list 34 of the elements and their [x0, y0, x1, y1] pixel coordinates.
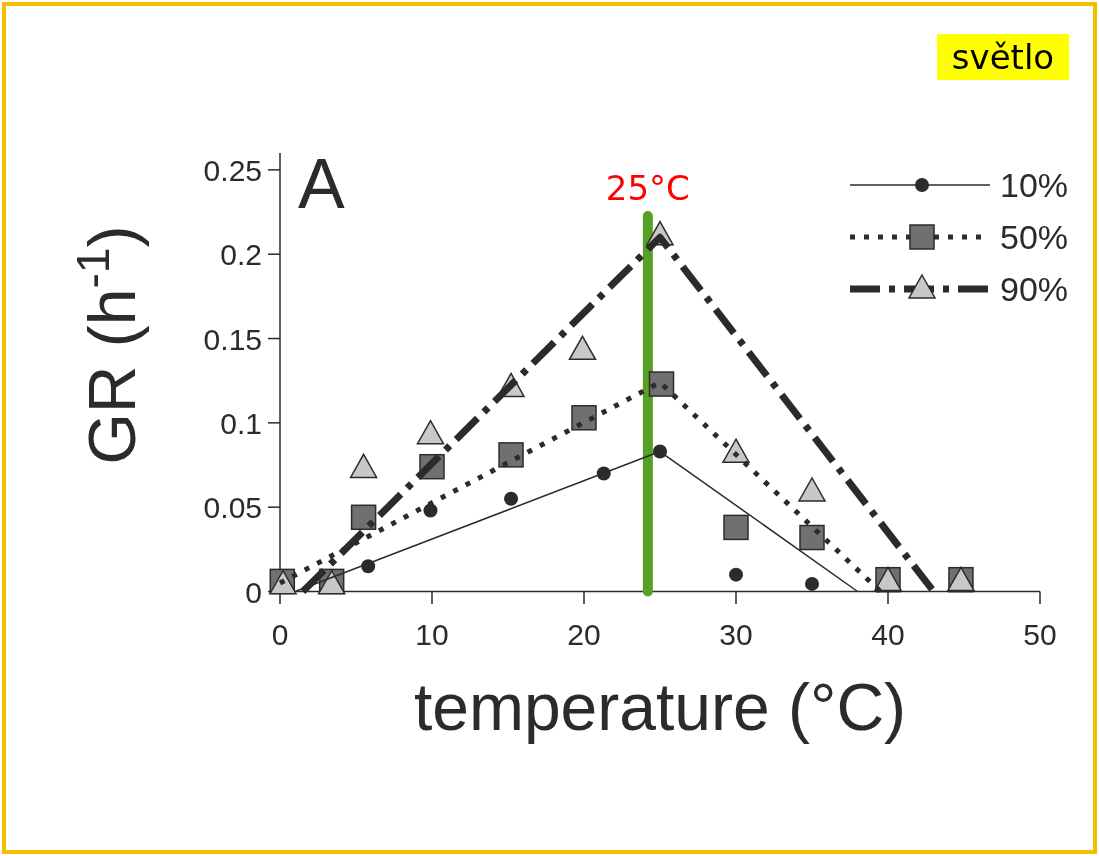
- point: [722, 438, 750, 463]
- x-tick-label: 40: [871, 618, 905, 651]
- legend-label: 10%: [1000, 166, 1069, 204]
- y-tick-label: 0.2: [220, 238, 262, 272]
- text: světlo: [951, 37, 1055, 77]
- point: [798, 477, 826, 502]
- point: [568, 335, 597, 361]
- x-tick-label: 30: [719, 618, 753, 651]
- point: [349, 453, 378, 479]
- annotation: A: [298, 145, 345, 223]
- point: [416, 419, 445, 445]
- ref-line-label: 25°C: [605, 168, 690, 208]
- point: [799, 524, 825, 551]
- point: [423, 503, 438, 518]
- point: [571, 405, 597, 431]
- x-tick-label: 10: [415, 618, 449, 651]
- point: [723, 514, 749, 541]
- point: [648, 371, 675, 397]
- x-axis-title: temperature (°C): [413, 670, 907, 744]
- point: [498, 442, 524, 468]
- point: [805, 576, 819, 591]
- point: [350, 504, 377, 531]
- y-tick-label: 0.05: [203, 491, 262, 525]
- y-tick-label: 0.25: [203, 153, 262, 187]
- legend-label: 50%: [1000, 218, 1069, 256]
- y-tick-label: 0.15: [203, 322, 262, 356]
- x-tick-label: 20: [567, 618, 601, 651]
- legend-label: 90%: [1000, 270, 1069, 308]
- x-tick-label: 50: [1023, 618, 1057, 651]
- y-tick-label: 0: [245, 575, 262, 609]
- point: [504, 491, 519, 506]
- x-tick-label: 0: [271, 618, 289, 651]
- point: [729, 567, 743, 582]
- y-tick-label: 0.1: [220, 406, 262, 440]
